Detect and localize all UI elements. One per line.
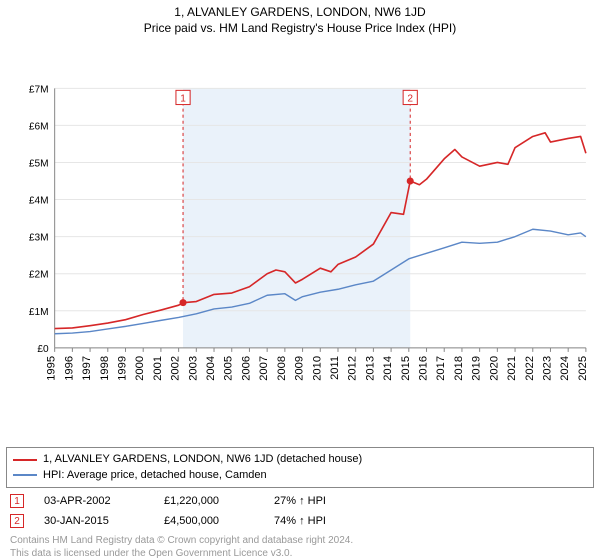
footer-attribution: Contains HM Land Registry data © Crown c… — [6, 534, 594, 560]
sale-pct-vs-hpi: 27% ↑ HPI — [274, 495, 326, 507]
sale-marker-dot — [179, 299, 186, 306]
x-tick-label: 2016 — [418, 356, 430, 381]
sale-row: 1 03-APR-2002 £1,220,000 27% ↑ HPI — [6, 494, 594, 508]
legend-item: 1, ALVANLEY GARDENS, LONDON, NW6 1JD (de… — [13, 452, 587, 467]
x-tick-label: 1996 — [63, 356, 75, 381]
title-line2: Price paid vs. HM Land Registry's House … — [6, 20, 594, 36]
x-tick-label: 2011 — [329, 356, 341, 380]
y-tick-label: £5M — [29, 159, 49, 170]
sale-marker-badge: 2 — [10, 514, 24, 528]
x-tick-label: 1998 — [99, 356, 111, 381]
x-tick-label: 2021 — [506, 356, 518, 381]
x-tick-label: 2000 — [134, 356, 146, 381]
chart-title: 1, ALVANLEY GARDENS, LONDON, NW6 1JD Pri… — [6, 4, 594, 36]
sale-price: £4,500,000 — [164, 515, 254, 527]
x-tick-label: 2009 — [294, 356, 306, 381]
x-tick-label: 2008 — [276, 356, 288, 381]
y-tick-label: £4M — [29, 196, 49, 207]
sale-marker-number: 2 — [407, 94, 413, 105]
title-line1: 1, ALVANLEY GARDENS, LONDON, NW6 1JD — [6, 4, 594, 20]
x-tick-label: 2007 — [258, 356, 270, 381]
y-tick-label: £0 — [37, 344, 49, 355]
x-tick-label: 2018 — [453, 356, 465, 381]
sales-list: 1 03-APR-2002 £1,220,000 27% ↑ HPI 2 30-JAN-2… — [6, 488, 594, 528]
legend-swatch — [13, 459, 37, 461]
legend-item: HPI: Average price, detached house, Camd… — [13, 468, 587, 483]
x-tick-label: 2024 — [559, 356, 571, 381]
footer-line1: Contains HM Land Registry data © Crown c… — [10, 535, 353, 546]
sale-row: 2 30-JAN-2015 £4,500,000 74% ↑ HPI — [6, 514, 594, 528]
sale-pct-vs-hpi: 74% ↑ HPI — [274, 515, 326, 527]
y-tick-label: £6M — [29, 122, 49, 133]
sale-marker-badge: 1 — [10, 494, 24, 508]
x-tick-label: 2020 — [488, 356, 500, 381]
legend: 1, ALVANLEY GARDENS, LONDON, NW6 1JD (de… — [6, 447, 594, 488]
x-tick-label: 2014 — [382, 356, 394, 381]
x-tick-label: 2023 — [541, 356, 553, 381]
sale-date: 30-JAN-2015 — [44, 515, 144, 527]
arrow-up-icon: ↑ — [299, 495, 305, 507]
arrow-up-icon: ↑ — [299, 515, 305, 527]
x-tick-label: 2019 — [471, 356, 483, 381]
footer-line2: This data is licensed under the Open Gov… — [10, 548, 292, 559]
x-tick-label: 2003 — [187, 356, 199, 381]
price-chart: £0 £1M £2M £3M £4M £5M £6M £7M 1995 1996 1997 1998 1… — [6, 40, 594, 445]
x-tick-label: 1995 — [46, 356, 58, 381]
x-tick-label: 2004 — [205, 356, 217, 381]
x-tick-label: 2005 — [223, 356, 235, 381]
x-tick-label: 2006 — [240, 356, 252, 381]
x-tick-label: 1997 — [81, 356, 93, 381]
legend-label: HPI: Average price, detached house, Camd… — [43, 468, 267, 483]
x-tick-label: 2001 — [152, 356, 164, 381]
sale-marker-number: 1 — [180, 94, 186, 105]
x-tick-label: 2025 — [577, 356, 589, 381]
x-tick-label: 2002 — [170, 356, 182, 381]
sale-date: 03-APR-2002 — [44, 495, 144, 507]
sale-price: £1,220,000 — [164, 495, 254, 507]
x-tick-label: 2012 — [347, 356, 359, 381]
y-tick-label: £7M — [29, 85, 49, 96]
x-tick-label: 1999 — [116, 356, 128, 381]
legend-label: 1, ALVANLEY GARDENS, LONDON, NW6 1JD (de… — [43, 452, 362, 467]
y-tick-label: £1M — [29, 307, 49, 318]
x-tick-label: 2022 — [524, 356, 536, 381]
x-tick-label: 2010 — [311, 356, 323, 381]
x-tick-label: 2015 — [400, 356, 412, 381]
y-tick-label: £2M — [29, 270, 49, 281]
sale-marker-dot — [407, 178, 414, 185]
x-tick-label: 2013 — [364, 356, 376, 381]
y-tick-label: £3M — [29, 233, 49, 244]
legend-swatch — [13, 474, 37, 476]
x-tick-label: 2017 — [435, 356, 447, 381]
